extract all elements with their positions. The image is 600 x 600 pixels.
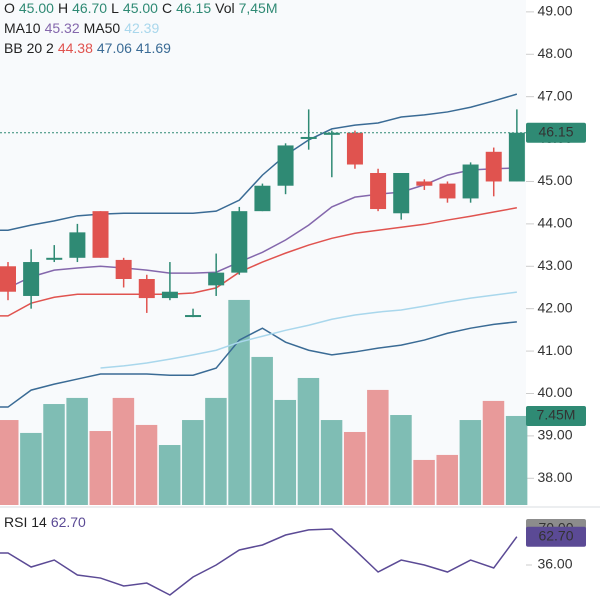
volume-bar	[0, 420, 19, 505]
bb-row: BB 20 2 44.38 47.06 41.69	[4, 40, 175, 56]
candle-body	[185, 315, 202, 318]
y-tick-label: 39.00	[537, 427, 572, 443]
volume-tag	[526, 405, 586, 426]
candle-body	[92, 211, 109, 258]
volume-bar	[135, 424, 158, 505]
candle-body	[277, 145, 294, 186]
ohlc-value: 7,45M	[238, 0, 278, 16]
volume-bar	[343, 431, 366, 505]
volume-bar	[89, 431, 112, 505]
candle-body	[439, 183, 456, 199]
ohlc-label: H	[57, 0, 69, 16]
candle-body	[115, 259, 132, 280]
y-tick-label: 43.00	[537, 257, 572, 273]
candle-body	[69, 232, 86, 258]
volume-bar	[205, 397, 227, 505]
y-tick-label: 44.00	[537, 215, 572, 231]
last-price-tag	[526, 122, 586, 143]
y-tick-label: 42.00	[537, 299, 572, 315]
y-tick-label: 41.00	[537, 342, 572, 358]
volume-bar	[436, 454, 458, 505]
candle-body	[370, 172, 387, 210]
ohlc-value: 45.00	[122, 0, 158, 16]
indicator-line	[0, 321, 517, 408]
ma-label: MA50	[83, 20, 121, 36]
candle-body	[485, 151, 502, 182]
candle-body	[300, 136, 317, 139]
rsi-row: RSI 14 62.70	[4, 514, 90, 530]
candle-body	[138, 279, 155, 299]
ohlc-value: 46.70	[72, 0, 108, 16]
indicator-line	[100, 291, 517, 369]
candle-body	[0, 266, 16, 292]
candle-body	[254, 185, 271, 212]
rsi-last-label: 62.70	[538, 527, 573, 543]
candle-body	[462, 164, 479, 199]
ohlc-label: Vol	[215, 0, 235, 16]
volume-bar	[367, 389, 389, 505]
ma-value: 45.32	[44, 20, 80, 36]
bb-label: BB 20 2	[4, 40, 54, 56]
candle-body	[23, 262, 40, 296]
volume-bar	[228, 299, 250, 505]
candle-body	[208, 272, 225, 286]
volume-bar	[251, 356, 273, 505]
candle-body	[161, 291, 178, 299]
volume-bar	[459, 420, 482, 505]
ma-value: 42.39	[124, 20, 160, 36]
indicator-line	[0, 207, 517, 317]
ohlc-label: O	[4, 0, 15, 16]
volume-bar	[274, 399, 297, 505]
y-tick-label: 45.00	[537, 172, 572, 188]
rsi-value: 62.70	[50, 514, 86, 530]
y-tick-label: 49.00	[537, 3, 572, 19]
ohlc-value: 45.00	[18, 0, 54, 16]
ohlc-label: L	[111, 0, 119, 16]
ohlc-label: C	[161, 0, 173, 16]
y-tick-label: 38.00	[537, 469, 572, 485]
rsi-line	[0, 528, 518, 596]
candle-body	[416, 181, 433, 186]
y-tick-label: 47.00	[537, 87, 572, 103]
rsi-label: RSI 14	[4, 514, 47, 530]
volume-bar	[112, 397, 135, 505]
indicator-line	[0, 93, 518, 231]
candle-body	[346, 132, 363, 165]
volume-label: 7.45M	[537, 407, 576, 423]
ohlc-row: O 45.00 H 46.70 L 45.00 C 46.15 Vol 7,45M	[4, 0, 282, 16]
volume-bar	[66, 397, 88, 505]
rsi-tick-label: 36.00	[537, 556, 572, 572]
volume-bar	[390, 415, 412, 505]
ma-row: MA10 45.32 MA50 42.39	[4, 20, 163, 36]
volume-bar	[182, 420, 204, 505]
candle-body	[323, 132, 340, 135]
ma-label: MA10	[4, 20, 41, 36]
volume-bar	[320, 420, 343, 505]
last-price-label: 46.15	[538, 123, 573, 139]
candle-body	[46, 257, 63, 260]
volume-bar	[43, 404, 65, 505]
candle-body	[393, 172, 410, 214]
volume-bar	[297, 377, 320, 505]
y-tick-label: 48.00	[537, 45, 572, 61]
volume-bar	[505, 415, 528, 505]
ohlc-value: 46.15	[176, 0, 212, 16]
bb-value: 47.06	[96, 40, 132, 56]
y-tick-label: 40.00	[537, 384, 572, 400]
candle-body	[231, 211, 248, 273]
volume-bar	[413, 459, 435, 505]
bb-value: 41.69	[135, 40, 171, 56]
volume-bar	[482, 400, 505, 505]
volume-bar	[20, 432, 42, 505]
bb-value: 44.38	[57, 40, 93, 56]
volume-bar	[158, 445, 181, 505]
rsi-tag	[526, 526, 586, 547]
candle-body	[508, 132, 525, 182]
